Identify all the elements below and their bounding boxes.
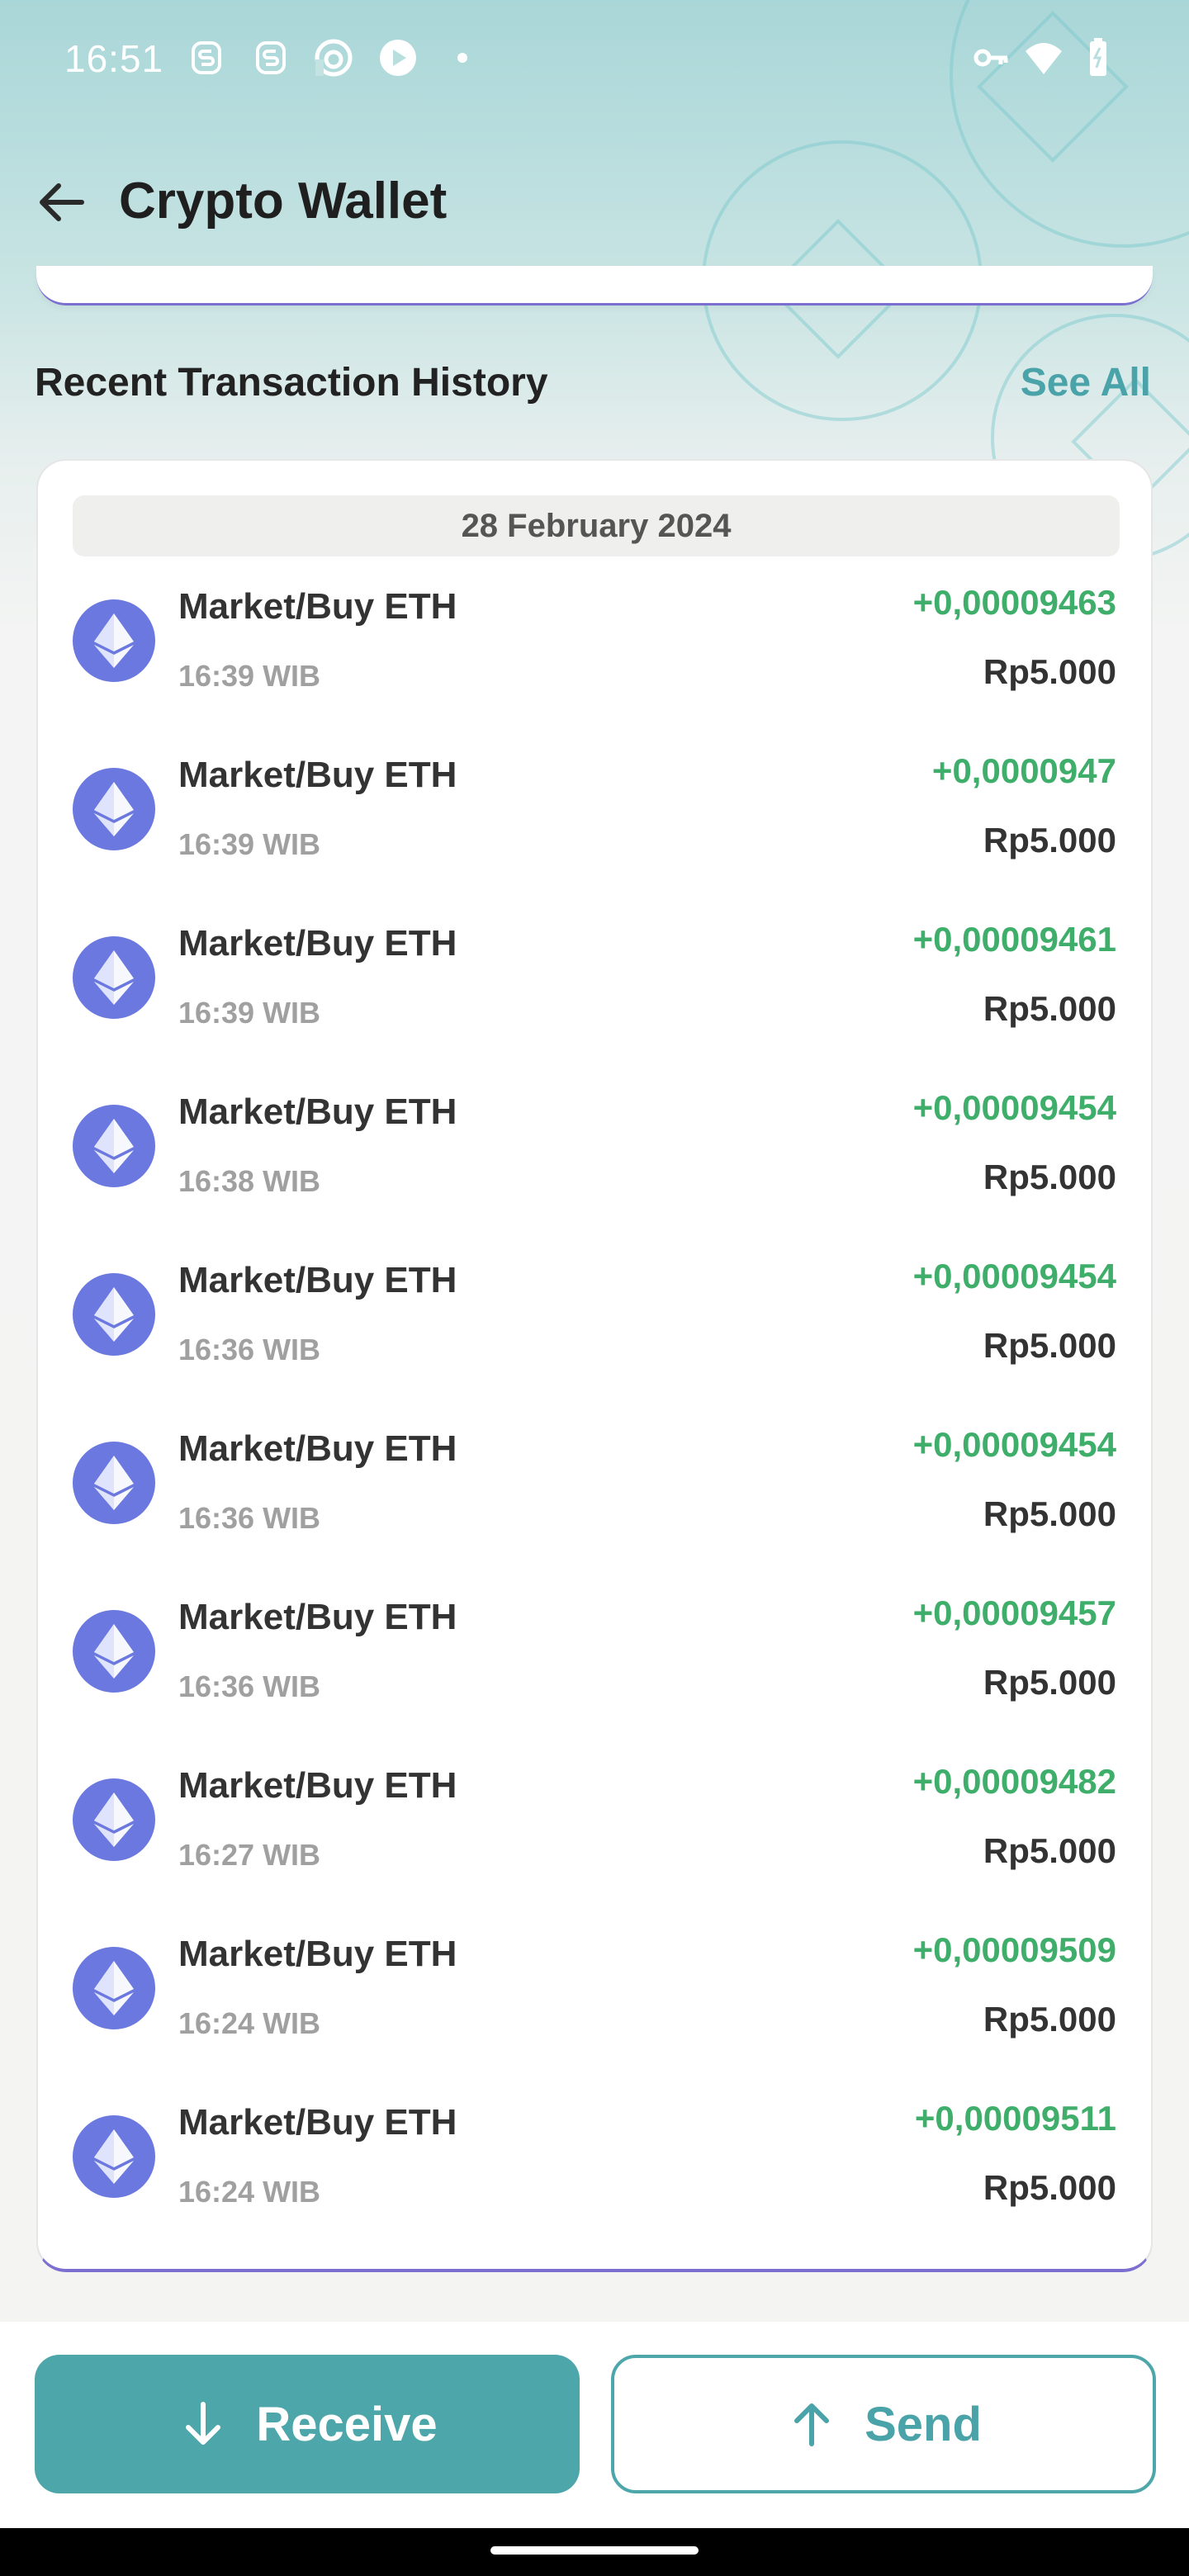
transaction-title: Market/Buy ETH bbox=[178, 1428, 457, 1469]
transaction-crypto-amount: +0,00009461 bbox=[912, 920, 1116, 959]
transaction-row[interactable]: Market/Buy ETH 16:39 WIB +0,00009461 Rp5… bbox=[38, 920, 1151, 1088]
transaction-title: Market/Buy ETH bbox=[178, 1597, 457, 1637]
system-navigation-bar bbox=[0, 2528, 1189, 2576]
transaction-time: 16:38 WIB bbox=[178, 1164, 321, 1198]
transaction-history-card: 28 February 2024 Market/Buy ETH 16:39 WI… bbox=[36, 459, 1153, 2272]
ethereum-icon bbox=[73, 1778, 155, 1861]
transaction-time: 16:39 WIB bbox=[178, 827, 321, 861]
transaction-title: Market/Buy ETH bbox=[178, 1260, 457, 1300]
ethereum-icon bbox=[73, 599, 155, 682]
transaction-title: Market/Buy ETH bbox=[178, 2102, 457, 2143]
transaction-time: 16:36 WIB bbox=[178, 1669, 321, 1703]
transaction-row[interactable]: Market/Buy ETH 16:39 WIB +0,00009463 Rp5… bbox=[38, 583, 1151, 751]
transaction-fiat-amount: Rp5.000 bbox=[983, 821, 1116, 859]
wallet-card-edge bbox=[36, 266, 1153, 305]
transaction-time: 16:36 WIB bbox=[178, 1501, 321, 1535]
transaction-row[interactable]: Market/Buy ETH 16:36 WIB +0,00009454 Rp5… bbox=[38, 1425, 1151, 1593]
home-gesture-handle[interactable] bbox=[490, 2546, 699, 2555]
s-app-icon bbox=[251, 38, 291, 78]
transaction-crypto-amount: +0,00009457 bbox=[912, 1593, 1116, 1632]
battery-icon bbox=[1078, 38, 1118, 78]
ethereum-icon bbox=[73, 1105, 155, 1187]
transaction-time: 16:27 WIB bbox=[178, 1838, 321, 1872]
transaction-time: 16:24 WIB bbox=[178, 2006, 321, 2040]
transaction-fiat-amount: Rp5.000 bbox=[983, 652, 1116, 691]
status-time: 16:51 bbox=[64, 37, 164, 80]
transaction-row[interactable]: Market/Buy ETH 16:24 WIB +0,00009509 Rp5… bbox=[38, 1930, 1151, 2099]
transaction-title: Market/Buy ETH bbox=[178, 1765, 457, 1806]
transaction-fiat-amount: Rp5.000 bbox=[983, 1663, 1116, 1702]
transaction-title: Market/Buy ETH bbox=[178, 1934, 457, 1974]
transaction-row[interactable]: Market/Buy ETH 16:38 WIB +0,00009454 Rp5… bbox=[38, 1088, 1151, 1257]
transaction-title: Market/Buy ETH bbox=[178, 1091, 457, 1132]
transaction-crypto-amount: +0,00009454 bbox=[912, 1088, 1116, 1127]
see-all-link[interactable]: See All bbox=[1020, 361, 1151, 405]
s-app-icon bbox=[187, 38, 226, 78]
browser-app-icon bbox=[378, 38, 418, 78]
ethereum-icon bbox=[73, 768, 155, 850]
send-label: Send bbox=[865, 2397, 982, 2451]
dot-icon bbox=[443, 38, 482, 78]
headphones-app-icon bbox=[314, 38, 353, 78]
transaction-crypto-amount: +0,00009511 bbox=[914, 2099, 1116, 2138]
transaction-fiat-amount: Rp5.000 bbox=[983, 1158, 1116, 1196]
arrow-down-icon bbox=[186, 2402, 221, 2445]
ethereum-icon bbox=[73, 936, 155, 1019]
transaction-time: 16:24 WIB bbox=[178, 2175, 321, 2209]
status-bar: 16:51 bbox=[0, 0, 1189, 124]
transaction-row[interactable]: Market/Buy ETH 16:27 WIB +0,00009482 Rp5… bbox=[38, 1762, 1151, 1930]
transaction-row[interactable]: Market/Buy ETH 16:39 WIB +0,0000947 Rp5.… bbox=[38, 751, 1151, 920]
transaction-row[interactable]: Market/Buy ETH 16:24 WIB +0,00009511 Rp5… bbox=[38, 2099, 1151, 2267]
transaction-list: Market/Buy ETH 16:39 WIB +0,00009463 Rp5… bbox=[38, 583, 1151, 2267]
send-button[interactable]: Send bbox=[611, 2355, 1156, 2493]
transaction-crypto-amount: +0,00009454 bbox=[912, 1257, 1116, 1295]
transaction-crypto-amount: +0,0000947 bbox=[931, 751, 1116, 790]
receive-label: Receive bbox=[256, 2397, 438, 2451]
arrow-left-icon bbox=[40, 183, 84, 221]
transaction-crypto-amount: +0,00009454 bbox=[912, 1425, 1116, 1464]
transaction-fiat-amount: Rp5.000 bbox=[983, 1326, 1116, 1365]
vpn-key-icon bbox=[971, 38, 1011, 78]
section-title: Recent Transaction History bbox=[35, 361, 548, 405]
transaction-fiat-amount: Rp5.000 bbox=[983, 1494, 1116, 1533]
wifi-icon bbox=[1024, 38, 1063, 78]
date-header: 28 February 2024 bbox=[73, 495, 1120, 556]
receive-button[interactable]: Receive bbox=[35, 2355, 580, 2493]
transaction-fiat-amount: Rp5.000 bbox=[983, 989, 1116, 1028]
bottom-action-bar: Receive Send bbox=[0, 2322, 1189, 2528]
ethereum-icon bbox=[73, 1610, 155, 1693]
transaction-time: 16:39 WIB bbox=[178, 996, 321, 1030]
transaction-time: 16:39 WIB bbox=[178, 659, 321, 693]
transaction-row[interactable]: Market/Buy ETH 16:36 WIB +0,00009457 Rp5… bbox=[38, 1593, 1151, 1762]
app-bar: Crypto Wallet bbox=[0, 140, 1189, 264]
ethereum-icon bbox=[73, 2115, 155, 2198]
transaction-fiat-amount: Rp5.000 bbox=[983, 1831, 1116, 1870]
transaction-row[interactable]: Market/Buy ETH 16:36 WIB +0,00009454 Rp5… bbox=[38, 1257, 1151, 1425]
transaction-crypto-amount: +0,00009509 bbox=[912, 1930, 1116, 1969]
transaction-title: Market/Buy ETH bbox=[178, 586, 457, 627]
transaction-time: 16:36 WIB bbox=[178, 1333, 321, 1366]
ethereum-icon bbox=[73, 1947, 155, 2029]
ethereum-icon bbox=[73, 1442, 155, 1524]
arrow-up-icon bbox=[794, 2403, 830, 2446]
ethereum-icon bbox=[73, 1273, 155, 1356]
transaction-fiat-amount: Rp5.000 bbox=[983, 2000, 1116, 2039]
back-button[interactable] bbox=[25, 165, 99, 239]
transaction-title: Market/Buy ETH bbox=[178, 923, 457, 964]
transaction-crypto-amount: +0,00009463 bbox=[912, 583, 1116, 622]
transaction-fiat-amount: Rp5.000 bbox=[983, 2168, 1116, 2207]
transaction-title: Market/Buy ETH bbox=[178, 755, 457, 795]
page-title: Crypto Wallet bbox=[119, 173, 448, 230]
transaction-crypto-amount: +0,00009482 bbox=[912, 1762, 1116, 1801]
